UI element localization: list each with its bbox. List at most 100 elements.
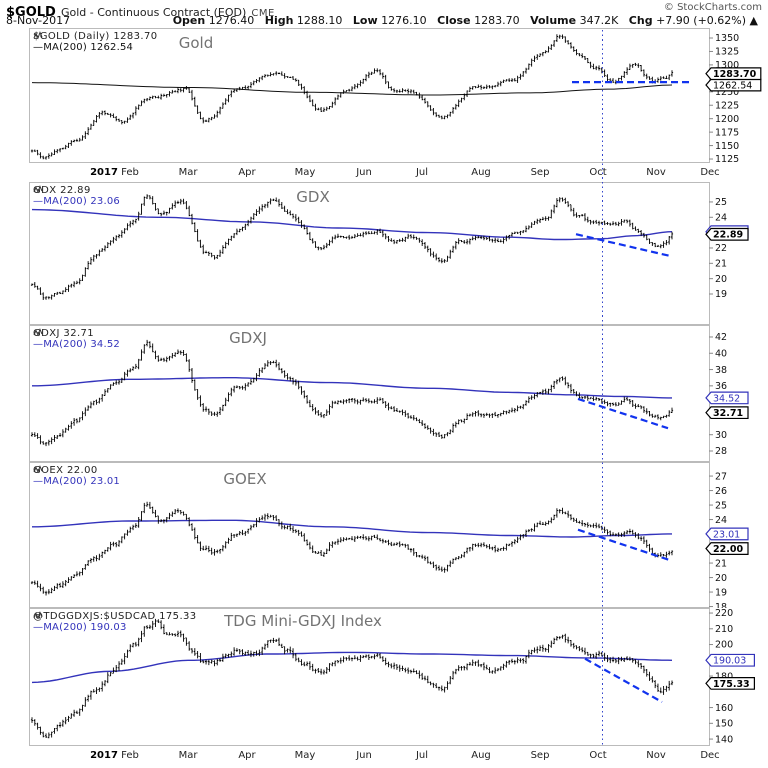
legend-symbol-row: GOEX 22.00 xyxy=(33,465,120,476)
month-label-sep: Sep xyxy=(530,167,550,178)
close-label: Close xyxy=(437,14,471,27)
month-label-nov: Nov xyxy=(646,750,666,761)
panel-gdx: 25242221201923.0622.89 GDX 22.89—MA(200)… xyxy=(0,182,768,325)
legend-ma-text: MA(200) 34.52 xyxy=(43,339,120,350)
ohlc-price-bars xyxy=(30,501,674,596)
y-tick-label: 28 xyxy=(715,446,727,457)
month-label-feb: Feb xyxy=(121,750,139,761)
y-tick-label: 21 xyxy=(715,259,727,270)
y-tick-label: 25 xyxy=(715,197,727,208)
y-tick-label: 220 xyxy=(715,608,733,619)
chart-description: Gold - Continuous Contract (EOD) xyxy=(60,6,247,19)
y-tick-label: 19 xyxy=(715,587,727,598)
dashed-trendline xyxy=(577,528,671,562)
ohlc-price-bars xyxy=(30,194,674,300)
legend-symbol-text: @TDGGDXJS:$USDCAD 175.33 xyxy=(33,611,197,622)
y-tick-label: 24 xyxy=(715,212,727,223)
ohlc-price-bars xyxy=(30,34,674,160)
ma-dash-icon: — xyxy=(33,42,44,53)
panel-gdxj: 42 40 38 36 30 28 34.52 32.71 GDXJ 32.71 —MA(200… xyxy=(0,325,768,462)
y-tick-label: 1225 xyxy=(715,100,739,111)
month-label-jul: Jul xyxy=(415,167,429,178)
ma-value-box: 23.01 xyxy=(705,527,749,540)
svg-text:22.89: 22.89 xyxy=(713,230,743,241)
panel-gold: 1350 1325 1300 1250 1225 1200 1175 1150 1125 1262… xyxy=(0,28,768,163)
legend-ma-text: MA(200) 1262.54 xyxy=(43,42,134,53)
sharpchart-zigzag-icon xyxy=(33,328,43,337)
year-label: 2017 xyxy=(90,750,118,761)
month-label-may: May xyxy=(294,750,316,761)
y-tick-label: 30 xyxy=(715,430,727,441)
panel-tdg: 220 210 200 180 160 150 140 190.03 175.33 @TDGGD… xyxy=(0,608,768,746)
change-value: +7.90 (+0.62%) xyxy=(656,14,747,27)
legend-gdx: GDX 22.89 —MA(200) 23.06 xyxy=(33,185,120,207)
last-price-box: 32.71 xyxy=(705,406,749,420)
y-tick-label: 1250 xyxy=(715,87,739,98)
ma-dash-icon: — xyxy=(33,339,44,350)
y-axis-ticks: 42 40 38 36 30 28 xyxy=(709,332,727,457)
month-label-aug: Aug xyxy=(471,750,491,761)
svg-text:32.71: 32.71 xyxy=(713,408,743,419)
legend-goex: GOEX 22.00 —MA(200) 23.01 xyxy=(33,465,120,487)
tdg-chart-svg: 220 210 200 180 160 150 140 190.03 175.33 xyxy=(29,608,755,746)
legend-symbol-text: GDXJ 32.71 xyxy=(33,328,95,339)
y-axis-ticks: 1350 1325 1300 1250 1225 1200 1175 1150 1125 xyxy=(709,33,739,163)
legend-symbol-row: GDX 22.89 xyxy=(33,185,120,196)
panel-goex: 27 26 25 24 21 20 19 18 23.01 22.00 GOEX 22.00 —MA… xyxy=(0,462,768,608)
change-label: Chg xyxy=(628,14,653,27)
y-tick-label: 1150 xyxy=(715,141,739,152)
low-label: Low xyxy=(352,14,378,27)
plot-border xyxy=(29,182,710,325)
svg-text:1283.70: 1283.70 xyxy=(713,69,757,80)
plot-border xyxy=(29,608,710,746)
goex-chart-svg: 27 26 25 24 21 20 19 18 23.01 22.00 xyxy=(29,462,749,608)
open-value: 1276.40 xyxy=(208,14,255,27)
legend-ma-row: —MA(200) 23.01 xyxy=(33,476,120,487)
last-price-box: 1283.70 xyxy=(705,67,762,80)
legend-gold: $GOLD (Daily) 1283.70 —MA(200) 1262.54 xyxy=(33,31,157,53)
month-label-feb: Feb xyxy=(121,167,139,178)
month-label-oct: Oct xyxy=(589,167,607,178)
ma-value-box: 1262.54 xyxy=(705,78,762,91)
quote-date: 8-Nov-2017 xyxy=(6,14,71,27)
month-label-nov: Nov xyxy=(646,167,666,178)
last-price-box: 175.33 xyxy=(705,677,755,690)
svg-text:23.01: 23.01 xyxy=(713,529,740,540)
y-tick-label: 1175 xyxy=(715,127,739,138)
y-tick-label: 26 xyxy=(715,486,727,497)
month-label-mar: Mar xyxy=(178,750,198,761)
y-tick-label: 40 xyxy=(715,348,727,359)
last-price-box: 22.00 xyxy=(705,542,749,555)
sharpchart-zigzag-icon xyxy=(33,611,43,620)
month-label-aug: Aug xyxy=(471,167,491,178)
month-label-dec: Dec xyxy=(700,167,720,178)
gold-chart-svg: 1350 1325 1300 1250 1225 1200 1175 1150 1125 1262… xyxy=(29,28,762,163)
ma-value-box: 190.03 xyxy=(705,653,755,667)
header-row-title: $GOLD Gold - Continuous Contract (EOD) C… xyxy=(6,1,762,20)
y-axis-ticks: 27 26 25 24 21 20 19 18 xyxy=(709,471,727,608)
high-value: 1288.10 xyxy=(296,14,343,27)
y-tick-label: 20 xyxy=(715,274,727,285)
header-row-quote: 8-Nov-2017 Open 1276.40 High 1288.10 Low… xyxy=(6,14,762,27)
legend-symbol-row: @TDGGDXJS:$USDCAD 175.33 xyxy=(33,611,197,622)
sharpchart-zigzag-icon xyxy=(33,185,43,194)
y-tick-label: 38 xyxy=(715,365,727,376)
month-label-dec: Dec xyxy=(700,750,720,761)
dashed-trendline xyxy=(577,397,669,430)
ma-dash-icon: — xyxy=(33,622,44,633)
svg-text:175.33: 175.33 xyxy=(713,679,750,690)
y-tick-label: 1350 xyxy=(715,33,739,44)
ma-dash-icon: — xyxy=(33,196,44,207)
legend-ma-text: MA(200) 23.01 xyxy=(43,476,120,487)
y-tick-label: 210 xyxy=(715,624,733,635)
open-label: Open xyxy=(172,14,206,27)
quote-summary: Open 1276.40 High 1288.10 Low 1276.10 Cl… xyxy=(173,14,758,27)
plot-border xyxy=(29,325,710,462)
svg-text:190.03: 190.03 xyxy=(713,656,746,667)
gdx-chart-svg: 25242221201923.0622.89 xyxy=(29,182,749,325)
y-tick-label: 21 xyxy=(715,558,727,569)
y-tick-label: 20 xyxy=(715,573,727,584)
copyright-label: © StockCharts.com xyxy=(663,2,762,13)
ma-value-box: 34.52 xyxy=(705,391,749,404)
y-tick-label: 24 xyxy=(715,515,727,526)
